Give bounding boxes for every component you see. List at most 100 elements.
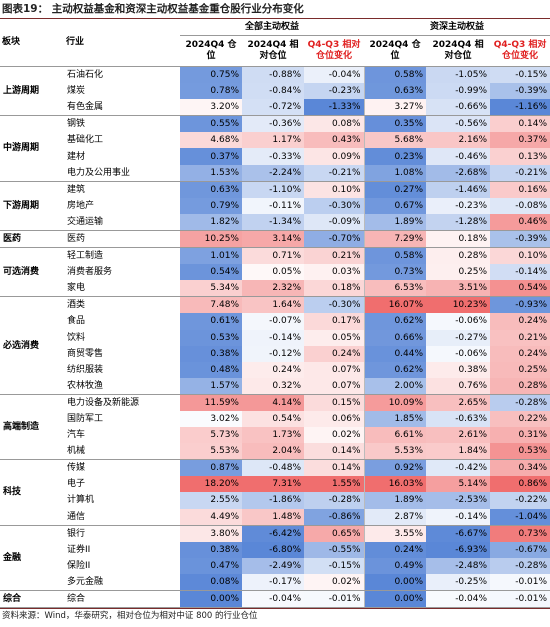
table-row: 保险II 0.47% -2.49% -0.15% 0.49% -2.48% -0.28%: [0, 557, 550, 574]
sector-cell: 医药: [0, 230, 64, 249]
value-cell: 10.25%: [180, 230, 242, 249]
value-cell: 0.24%: [490, 313, 550, 330]
value-cell: 1.89%: [363, 492, 427, 509]
sector-cell: 下游周期: [0, 181, 64, 231]
sector-cell: 综合: [0, 590, 64, 609]
table-row: 电子 18.20% 7.31% 1.55% 16.03% 5.14% 0.86%: [0, 476, 550, 493]
value-cell: 0.00%: [180, 590, 242, 609]
industry-cell: 家电: [64, 280, 180, 298]
value-cell: 0.48%: [180, 361, 242, 378]
value-cell: -0.07%: [242, 313, 304, 330]
value-cell: 0.49%: [363, 557, 427, 574]
value-cell: 0.02%: [304, 573, 365, 591]
value-cell: -1.46%: [426, 181, 491, 198]
value-cell: -0.55%: [304, 541, 365, 558]
value-cell: -0.04%: [304, 66, 365, 84]
value-cell: 2.16%: [426, 132, 491, 149]
value-cell: 11.59%: [180, 394, 242, 411]
value-cell: -1.16%: [490, 99, 550, 117]
value-cell: 0.21%: [304, 247, 365, 265]
value-cell: 1.01%: [180, 247, 242, 265]
value-cell: 3.51%: [426, 280, 491, 298]
sector-cell: 必选消费: [0, 296, 64, 395]
value-cell: 0.78%: [180, 83, 242, 100]
value-cell: 0.24%: [363, 541, 427, 558]
value-cell: -0.67%: [490, 541, 550, 558]
value-cell: 5.68%: [363, 132, 427, 149]
value-cell: -0.93%: [490, 296, 550, 314]
value-cell: 0.55%: [180, 115, 242, 133]
industry-cell: 电力设备及新能源: [67, 397, 140, 408]
value-cell: 1.17%: [242, 132, 304, 149]
value-cell: 0.14%: [304, 443, 365, 461]
value-cell: 0.05%: [242, 264, 304, 281]
value-cell: -2.49%: [242, 557, 304, 574]
value-cell: 0.86%: [490, 476, 550, 493]
value-cell: -0.86%: [304, 508, 365, 526]
value-cell: 1.85%: [363, 410, 427, 428]
value-cell: 6.53%: [363, 280, 427, 298]
value-cell: 1.73%: [242, 427, 304, 444]
value-cell: 5.53%: [363, 443, 427, 461]
value-cell: -0.22%: [490, 492, 550, 509]
sector-cell: 高端制造: [0, 394, 64, 461]
industry-cell: 机械: [64, 443, 180, 461]
sector-cell: 科技: [0, 459, 64, 526]
value-cell: 0.53%: [180, 329, 242, 346]
table-row: 商贸零售 0.38% -0.12% 0.24% 0.44% -0.06% 0.24%: [0, 345, 550, 362]
industry-cell: 纺织服装: [67, 364, 104, 375]
value-cell: 3.14%: [242, 230, 304, 249]
value-cell: -1.04%: [490, 508, 550, 526]
value-cell: -0.15%: [304, 557, 365, 574]
table-row: 家电 5.34% 2.32% 0.18% 6.53% 3.51% 0.54%: [0, 280, 550, 298]
value-cell: 0.66%: [363, 329, 427, 346]
industry-cell: 农林牧渔: [64, 377, 180, 395]
value-cell: 0.32%: [242, 377, 304, 395]
value-cell: 0.58%: [363, 247, 427, 265]
value-cell: 0.25%: [490, 361, 550, 378]
value-cell: 0.24%: [304, 345, 365, 362]
value-cell: -0.11%: [242, 197, 304, 214]
value-cell: 0.21%: [490, 329, 550, 346]
group-header: 全部主动权益: [180, 19, 365, 36]
industry-cell: 证券II: [67, 544, 91, 555]
value-cell: 2.61%: [426, 427, 491, 444]
value-cell: -0.06%: [426, 345, 491, 362]
table-row: 中游周期 钢铁 0.55% -0.36% 0.08% 0.35% -0.56% 0.14%: [0, 115, 550, 182]
header-cell: 行业: [64, 19, 180, 67]
table-row: 纺织服装 0.48% 0.24% 0.07% 0.62% 0.38% 0.25%: [0, 361, 550, 378]
value-cell: -0.56%: [426, 115, 491, 133]
value-cell: 0.76%: [426, 377, 491, 395]
column-header: 2024Q4 仓位: [364, 35, 427, 67]
table-row: 可选消费 轻工制造 1.01% 0.71% 0.21% 0.58% 0.28% 0.10%: [0, 247, 550, 298]
value-cell: 0.75%: [180, 66, 242, 84]
value-cell: -1.86%: [242, 492, 304, 509]
value-cell: -0.23%: [304, 83, 365, 100]
value-cell: 0.54%: [490, 280, 550, 298]
footnote: 资料来源：Wind，华泰研究，相对仓位为相对中证 800 的行业仓位: [0, 608, 550, 623]
value-cell: -0.06%: [426, 313, 491, 330]
industry-cell: 有色金属: [64, 99, 180, 117]
value-cell: -0.28%: [490, 394, 550, 411]
value-cell: 0.87%: [180, 459, 242, 477]
value-cell: 5.14%: [426, 476, 491, 493]
value-cell: 0.79%: [180, 197, 242, 214]
value-cell: -0.01%: [304, 590, 365, 609]
column-header: 2024Q4 仓位: [180, 35, 242, 67]
value-cell: 5.73%: [180, 427, 242, 444]
value-cell: -0.12%: [242, 345, 304, 362]
table-row: 上游周期 石油石化 0.75% -0.88% -0.04% 0.58% -1.05% -0.1…: [0, 66, 550, 117]
value-cell: -6.80%: [242, 541, 304, 558]
value-cell: 5.53%: [180, 443, 242, 461]
value-cell: -0.28%: [304, 492, 365, 509]
value-cell: 0.17%: [304, 313, 365, 330]
value-cell: 2.87%: [363, 508, 427, 526]
value-cell: -0.01%: [490, 590, 550, 609]
value-cell: 0.43%: [304, 132, 365, 149]
value-cell: 0.10%: [490, 247, 550, 265]
value-cell: 0.23%: [363, 148, 427, 165]
value-cell: -0.70%: [304, 230, 365, 249]
value-cell: 0.53%: [490, 443, 550, 461]
value-cell: 0.14%: [490, 115, 550, 133]
industry-cell: 交通运输: [64, 213, 180, 231]
